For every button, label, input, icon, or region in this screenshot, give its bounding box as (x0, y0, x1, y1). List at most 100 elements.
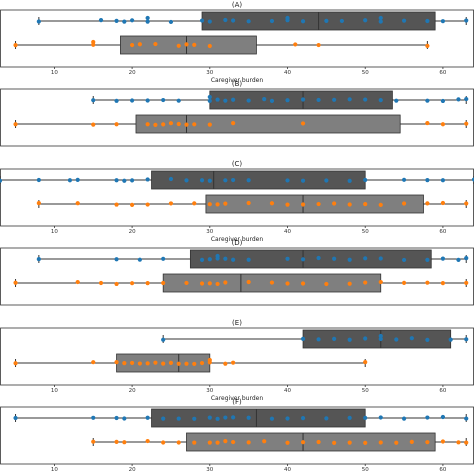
data-point (114, 18, 119, 23)
data-point (332, 201, 337, 206)
data-point (324, 18, 329, 24)
data-point (425, 120, 430, 126)
x-axis-label: Caregiver burden (211, 77, 263, 84)
data-point (161, 256, 166, 261)
data-point (324, 281, 329, 287)
data-point (231, 415, 236, 420)
data-point (332, 440, 337, 445)
box (186, 432, 436, 452)
data-point (36, 177, 41, 183)
data-point (145, 438, 150, 444)
data-point (347, 281, 352, 286)
data-point (363, 18, 368, 23)
data-point (378, 202, 383, 208)
data-point (176, 121, 181, 127)
data-point (425, 337, 430, 342)
data-point (184, 361, 189, 366)
x-tick-label: 40 (284, 388, 291, 394)
x-tick-label: 10 (51, 70, 58, 76)
data-point (98, 18, 104, 23)
data-point (394, 337, 399, 342)
data-point (122, 440, 127, 445)
data-point (13, 122, 18, 127)
x-tick-label: 50 (362, 388, 369, 394)
data-point (324, 178, 329, 183)
data-point (456, 257, 461, 262)
data-point (464, 201, 469, 206)
data-point (425, 415, 430, 420)
data-point (114, 281, 119, 287)
data-point (199, 281, 205, 286)
data-point (285, 281, 290, 286)
data-point (363, 336, 368, 341)
data-point (285, 98, 290, 103)
x-tick-label: 20 (129, 70, 136, 76)
data-point (300, 97, 306, 102)
data-point (269, 201, 275, 206)
data-point (168, 360, 174, 365)
panel-title: (D) (232, 239, 243, 247)
data-point (114, 415, 119, 421)
data-point (440, 98, 446, 104)
x-tick-label: 40 (284, 467, 291, 473)
data-point (215, 416, 220, 421)
data-point (145, 202, 150, 207)
data-point (192, 416, 197, 421)
data-point (91, 360, 96, 365)
data-point (363, 280, 368, 285)
data-point (122, 361, 127, 366)
data-point (223, 98, 228, 103)
data-point (223, 201, 228, 206)
data-point (440, 280, 446, 286)
data-point (192, 42, 197, 47)
data-point (316, 255, 321, 261)
panel-title: (E) (232, 319, 242, 327)
data-point (129, 18, 135, 23)
data-point (285, 416, 290, 421)
data-point (300, 202, 306, 207)
data-point (363, 201, 368, 207)
data-point (464, 280, 469, 286)
data-point (363, 97, 368, 102)
data-point (285, 440, 290, 445)
data-point (161, 280, 166, 286)
data-point (176, 98, 181, 103)
data-point (332, 256, 337, 261)
data-point (13, 415, 18, 421)
data-point (207, 94, 212, 100)
data-point (378, 415, 383, 420)
data-point (207, 257, 212, 262)
data-point (269, 416, 275, 421)
data-point (231, 18, 236, 23)
data-point (137, 257, 142, 262)
data-point (223, 415, 228, 420)
x-tick-label: 30 (206, 229, 213, 235)
data-point (145, 15, 150, 21)
data-point (137, 42, 142, 47)
data-point (394, 98, 399, 103)
box (151, 170, 366, 190)
panel-6: (F) 10 20 30 40 50 60 Caregiver burden (0, 398, 474, 473)
data-point (161, 97, 166, 103)
data-point (246, 440, 251, 445)
data-point (464, 440, 469, 445)
data-point (145, 98, 150, 103)
data-point (184, 178, 189, 183)
data-point (215, 253, 220, 259)
data-point (36, 200, 41, 206)
data-point (231, 360, 236, 365)
data-point (316, 439, 321, 445)
data-point (122, 19, 127, 24)
data-point (246, 200, 251, 206)
data-point (168, 121, 174, 126)
data-point (13, 361, 18, 366)
data-point (363, 256, 368, 261)
data-point (300, 281, 306, 286)
data-point (192, 201, 197, 206)
x-tick-label: 60 (439, 388, 446, 394)
data-point (401, 18, 407, 23)
data-point (300, 257, 306, 262)
data-point (378, 336, 383, 342)
data-point (464, 18, 469, 23)
data-point (471, 177, 474, 182)
